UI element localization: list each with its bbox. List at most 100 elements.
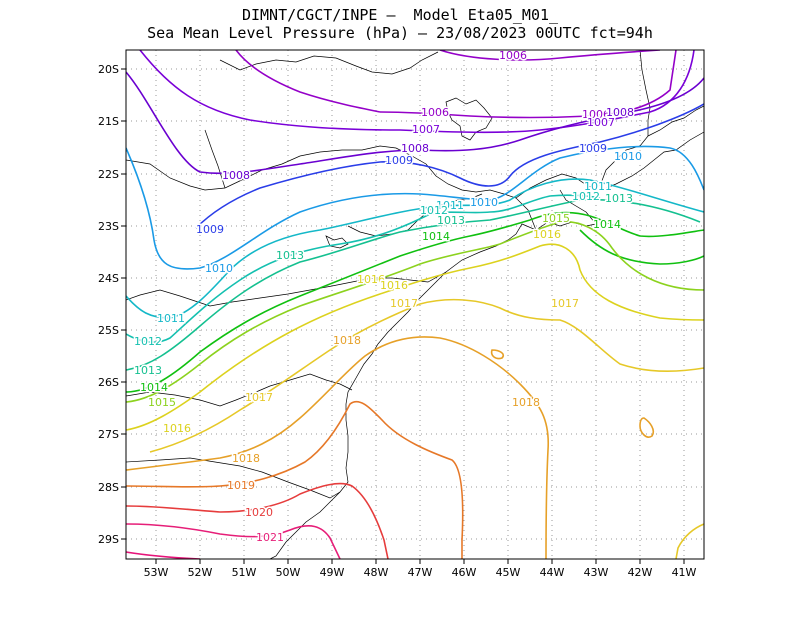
lon-tick-label: 52W [188,566,213,579]
lat-tick-label: 25S [98,324,119,337]
lat-tick-label: 20S [98,63,119,76]
state-border [515,131,704,199]
lat-tick-label: 22S [98,168,119,181]
contour-label: 1015 [542,212,570,225]
contour-label: 1012 [420,204,448,217]
contour-label: 1017 [390,297,418,310]
isobar-1020 [126,482,389,559]
contour-label: 1010 [614,150,642,163]
lat-tick-label: 26S [98,376,119,389]
contour-label: 1011 [584,180,612,193]
state-border [126,457,341,499]
contour-label: 1010 [470,196,498,209]
isobar-1007 [139,50,695,134]
isobar-1014 [126,211,704,393]
state-border [639,50,704,137]
isobar-1019 [126,400,464,559]
state-border [126,373,353,407]
contour-label: 1019 [227,479,255,492]
contour-label: 1009 [196,223,224,236]
isobar-1006 [379,50,677,119]
isobar-1006 [235,50,381,113]
contour-label: 1013 [605,192,633,205]
lat-tick-label: 29S [98,533,119,546]
isobar-1018 [126,336,550,559]
contour-label: 1012 [572,190,600,203]
contour-label: 1006 [499,49,527,62]
isobar-1018 [490,349,505,360]
isobar-1017 [149,298,704,453]
state-border [219,51,439,75]
state-border [599,135,649,187]
state-border [126,271,447,307]
isobar-1021 [126,523,341,559]
contour-label: 1008 [222,169,250,182]
isobar-1018 [639,417,655,438]
lat-tick-label: 28S [98,481,119,494]
isobar-1011 [126,178,704,319]
contour-label: 1011 [157,312,185,325]
lon-tick-label: 49W [320,566,345,579]
contour-label: 1009 [579,142,607,155]
map-title-line-2: Sea Mean Level Pressure (hPa) – 23/08/20… [147,24,653,42]
lon-tick-label: 45W [496,566,521,579]
lon-tick-label: 50W [276,566,301,579]
isobar-1022 [126,551,201,559]
contour-label: 1014 [593,218,621,231]
lon-tick-label: 51W [232,566,257,579]
isobar-1006 [439,50,661,61]
lat-tick-label: 23S [98,220,119,233]
plot-frame [125,49,705,560]
contour-label: 1008 [401,142,429,155]
isobar-1015 [126,220,704,403]
contour-label: 1008 [606,106,634,119]
map-title-line-1: DIMNT/CGCT/INPE – Model Eta05_M01_ [241,6,559,24]
state-border [204,129,226,189]
lat-tick-label: 27S [98,428,119,441]
latitude-axis: 20S 21S 22S 23S 24S 25S 26S 27S 28S 29S [98,63,119,546]
contour-label: 1006 [582,108,610,121]
isobar-1009 [195,103,704,229]
contour-label: 1021 [256,531,284,544]
contour-label: 1015 [148,396,176,409]
contour-label: 1014 [422,230,450,243]
contour-label: 1007 [587,116,615,129]
lon-tick-label: 53W [144,566,169,579]
contour-label: 1007 [412,123,440,136]
reservoir-outline [445,97,493,141]
contour-label: 1017 [245,391,273,404]
longitude-axis: 53W 52W 51W 50W 49W 48W 47W 46W 45W 44W … [144,566,697,579]
contour-label: 1016 [163,422,191,435]
contour-label: 1006 [421,106,449,119]
isobar-1012 [126,194,601,344]
contour-labels: 1006 1006 1006 1007 1007 1008 1008 1008 … [133,49,644,546]
lon-tick-label: 46W [452,566,477,579]
coastline [269,221,597,559]
lon-tick-label: 43W [584,566,609,579]
contour-label: 1020 [245,506,273,519]
contour-label: 1018 [333,334,361,347]
isobar-1008 [126,71,704,175]
contour-label: 1013 [134,364,162,377]
contour-label: 1016 [533,228,561,241]
isobar-1016 [126,243,704,431]
contour-label: 1013 [437,214,465,227]
lat-tick-label: 24S [98,272,119,285]
isobar-1014 [579,229,704,265]
lat-tick-label: 21S [98,115,119,128]
contour-label: 1018 [512,396,540,409]
state-border [126,145,537,231]
lon-tick-label: 42W [628,566,653,579]
lon-tick-label: 41W [672,566,697,579]
contour-label: 1013 [276,249,304,262]
contour-label: 1018 [232,452,260,465]
contour-label: 1016 [357,273,385,286]
contour-label: 1010 [205,262,233,275]
isobar-1017 [675,523,704,559]
isobar-1013 [126,198,701,371]
isobar-contours [126,50,704,559]
lon-tick-label: 48W [364,566,389,579]
contour-label: 1011 [436,199,464,212]
lon-tick-label: 47W [408,566,433,579]
